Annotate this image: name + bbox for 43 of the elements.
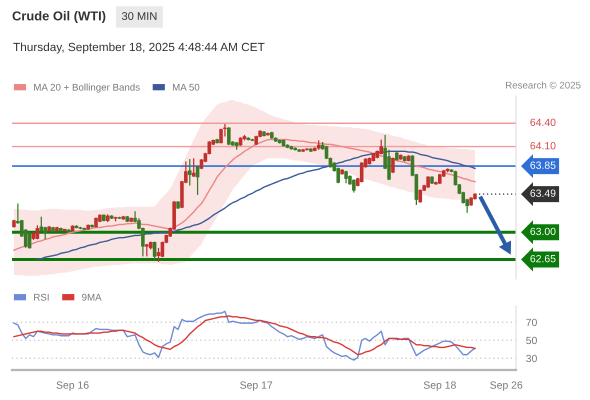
y-tick-label: 70	[526, 318, 537, 326]
text: 63.49	[530, 190, 556, 197]
ref-line-label: 64.10	[530, 142, 556, 150]
candlestick	[219, 128, 223, 144]
candlestick	[94, 216, 98, 228]
candlestick	[152, 240, 156, 260]
candlestick	[227, 126, 231, 146]
legend-label: 9MA	[82, 294, 102, 301]
x-tick-label: Sep 16	[56, 381, 89, 391]
candlestick	[379, 138, 384, 156]
candlestick	[36, 224, 40, 240]
candlestick	[391, 156, 395, 174]
y-tick-label: 50	[526, 336, 537, 344]
x-tick-label: Sep 26	[490, 381, 522, 391]
candlestick	[196, 165, 200, 196]
candlestick	[387, 149, 391, 181]
y-tick-label: 30	[526, 354, 537, 362]
candlestick	[426, 176, 430, 189]
candlestick	[360, 162, 364, 184]
x-tick-label: Sep 18	[424, 381, 456, 391]
line-series	[13, 310, 476, 361]
candlestick	[418, 188, 422, 204]
ref-line-label: 63.00	[530, 228, 556, 236]
ref-line-label: 63.85	[530, 162, 556, 169]
candlestick	[188, 158, 192, 186]
candlestick	[316, 140, 320, 150]
candlestick	[192, 158, 196, 178]
candlestick	[144, 243, 149, 258]
x-tick-label: Sep 17	[240, 381, 272, 391]
legend-label: RSI	[34, 294, 49, 301]
chart-title: Crude Oil (WTI)	[12, 10, 106, 24]
ref-line-label: 64.40	[530, 118, 556, 126]
legend-label: MA 50	[172, 84, 200, 91]
candlestick	[28, 232, 32, 250]
text: 30 MIN	[122, 12, 156, 20]
text: Research © 2025	[506, 81, 581, 89]
candlestick	[344, 170, 348, 184]
candlestick	[438, 173, 442, 185]
candlestick	[352, 178, 356, 194]
legend-label: MA 20 + Bollinger Bands	[34, 84, 140, 93]
line-series	[13, 315, 476, 356]
ref-line-label: 62.65	[530, 254, 556, 262]
chart-subtitle: Thursday, September 18, 2025 4:48:44 AM CET	[13, 42, 265, 54]
